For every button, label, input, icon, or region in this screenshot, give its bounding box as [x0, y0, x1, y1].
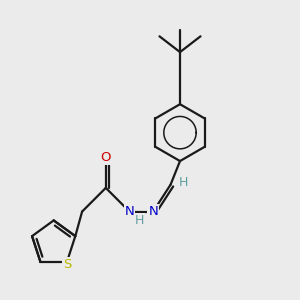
Text: H: H — [135, 214, 144, 227]
Text: S: S — [63, 258, 71, 271]
Text: H: H — [179, 176, 188, 189]
Text: N: N — [124, 205, 134, 218]
Text: N: N — [148, 205, 158, 218]
Text: O: O — [100, 152, 111, 164]
